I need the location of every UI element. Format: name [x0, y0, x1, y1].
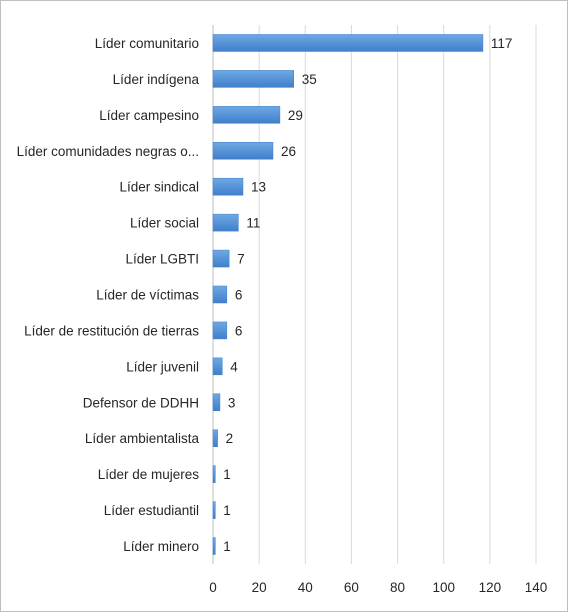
- bar: [212, 213, 239, 232]
- bar: [212, 70, 294, 88]
- category-label: Líder indígena: [113, 72, 200, 87]
- value-label: 35: [302, 72, 317, 87]
- x-tick-label: 0: [209, 580, 217, 595]
- category-label: Líder comunitario: [95, 36, 199, 51]
- x-tick-label: 140: [525, 580, 548, 595]
- value-label: 29: [288, 108, 303, 123]
- bar: [212, 465, 216, 483]
- bar: [212, 501, 216, 519]
- bar: [212, 106, 281, 124]
- value-label: 1: [223, 467, 231, 482]
- value-label: 26: [281, 144, 296, 159]
- value-label: 3: [228, 395, 236, 410]
- category-label: Líder de víctimas: [96, 288, 199, 303]
- bar: [212, 34, 484, 52]
- bar: [212, 393, 221, 412]
- bar: [212, 142, 274, 160]
- category-label: Líder juvenil: [126, 359, 199, 374]
- category-label: Líder campesino: [99, 108, 199, 123]
- category-label: Líder social: [130, 216, 199, 231]
- bar: [212, 429, 218, 447]
- value-label: 117: [491, 36, 513, 51]
- x-tick-label: 20: [252, 580, 267, 595]
- value-label: 2: [226, 431, 234, 446]
- x-tick-label: 80: [390, 580, 405, 595]
- bar: [212, 177, 244, 196]
- value-label: 4: [230, 359, 238, 374]
- x-tick-label: 60: [344, 580, 359, 595]
- category-label: Líder de restitución de tierras: [24, 323, 199, 338]
- x-tick-label: 120: [479, 580, 502, 595]
- category-label: Líder ambientalista: [85, 431, 200, 446]
- category-label: Líder sindical: [119, 180, 199, 195]
- category-label: Defensor de DDHH: [83, 395, 199, 410]
- value-label: 1: [223, 539, 231, 554]
- value-label: 6: [235, 288, 243, 303]
- bar: [212, 249, 230, 268]
- bar: [212, 321, 228, 340]
- bar: [212, 357, 223, 376]
- category-label: Líder minero: [123, 539, 199, 554]
- bar: [212, 537, 216, 555]
- category-label: Líder comunidades negras o...: [17, 144, 199, 159]
- category-label: Líder de mujeres: [98, 467, 200, 482]
- bars: [212, 34, 484, 555]
- x-tick-label: 40: [298, 580, 313, 595]
- x-tick-label: 100: [432, 580, 455, 595]
- category-label: Líder LGBTI: [125, 252, 199, 267]
- value-label: 6: [235, 323, 243, 338]
- gridlines: [212, 25, 537, 564]
- category-label: Líder estudiantil: [104, 503, 199, 518]
- value-label: 7: [237, 252, 245, 267]
- value-label: 13: [251, 180, 266, 195]
- value-label: 1: [223, 503, 231, 518]
- bar: [212, 285, 228, 304]
- value-label: 11: [246, 216, 260, 231]
